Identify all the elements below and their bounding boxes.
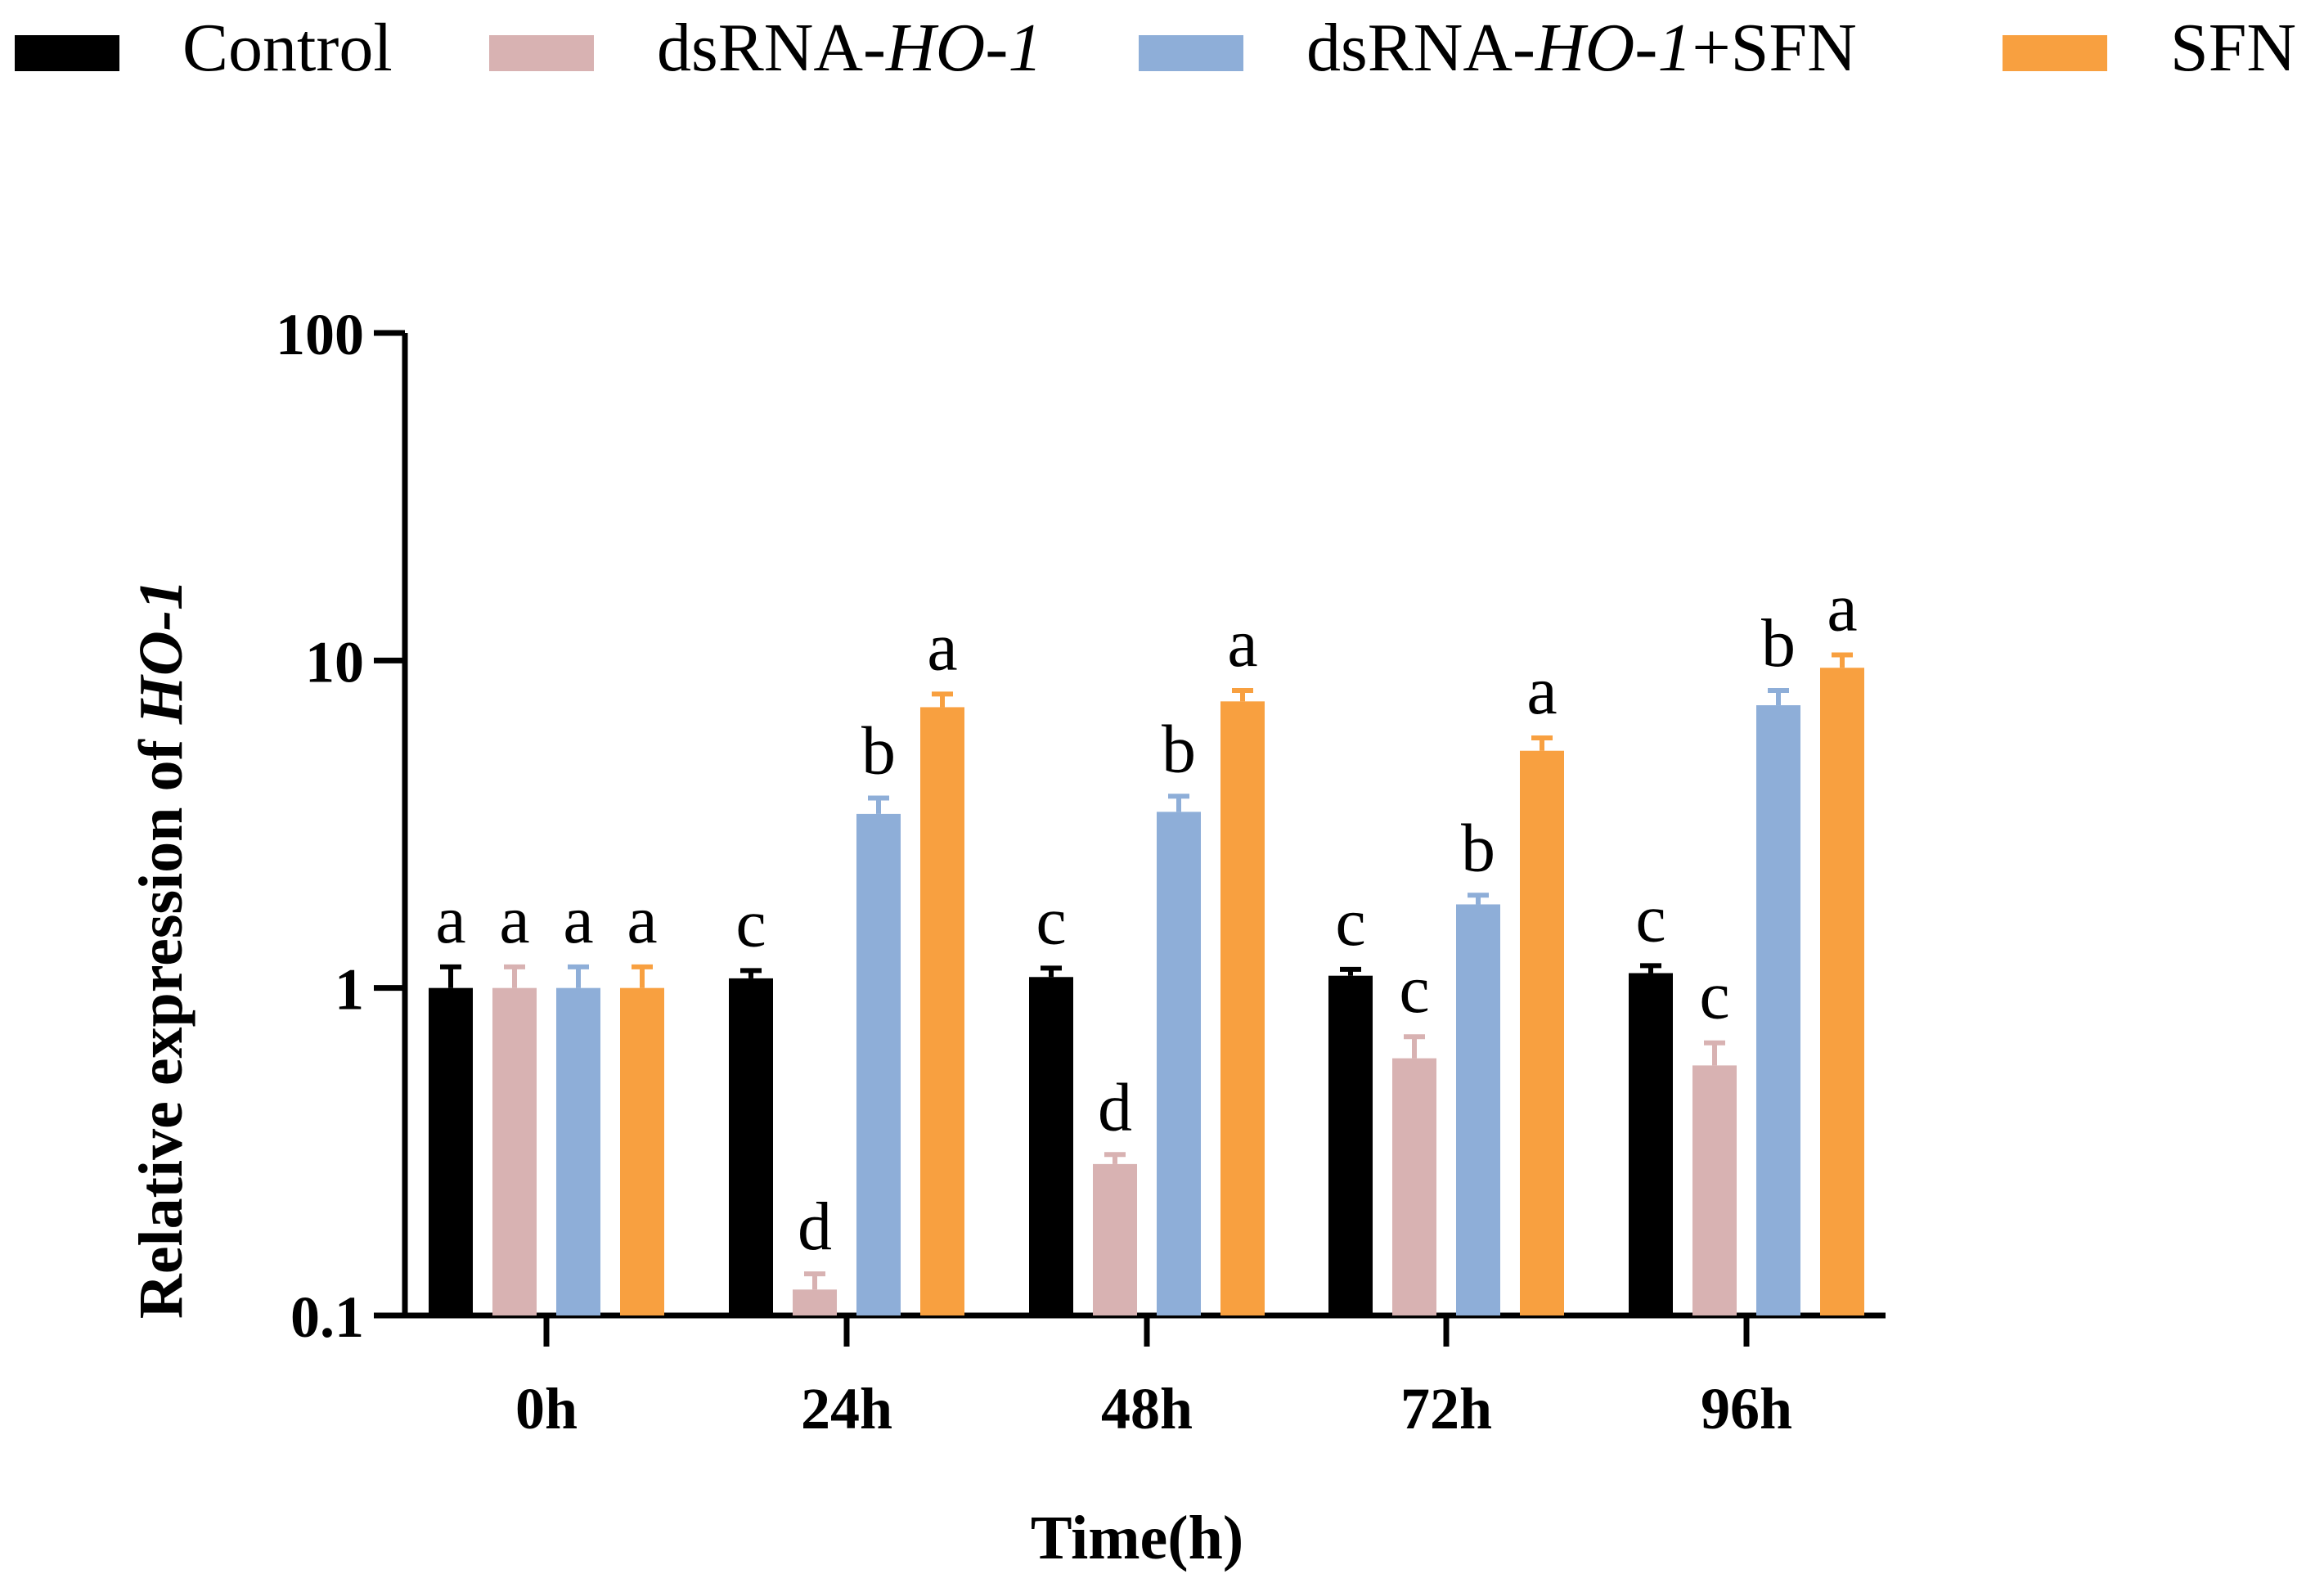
legend-label-gene: HO-1: [885, 10, 1042, 86]
significance-letter: d: [798, 1189, 832, 1265]
bar: [1456, 904, 1500, 1315]
y-axis-title: Relative expression of HO-1: [127, 579, 196, 1319]
bar: [1392, 1058, 1436, 1315]
y-axis-title-gene: HO-1: [127, 579, 196, 725]
x-axis: 0h 24h 48h 72h 96h: [402, 1312, 1886, 1441]
bar: [856, 813, 901, 1315]
legend-swatch: [1139, 35, 1243, 71]
significance-letter: c: [1399, 951, 1429, 1028]
significance-letter: a: [499, 882, 529, 958]
x-axis-title: Time(h): [1031, 1504, 1243, 1572]
significance-letter: c: [1335, 884, 1365, 960]
x-tick-label: 96h: [1701, 1376, 1792, 1441]
legend-swatch: [489, 35, 594, 71]
legend: Control dsRNA-HO-1 dsRNA-HO-1+SFN SFN: [15, 10, 2296, 86]
significance-letter: c: [735, 885, 766, 961]
significance-letter: b: [1461, 810, 1495, 886]
bar: [793, 1289, 837, 1315]
significance-letter: b: [861, 713, 896, 789]
legend-label-gene: HO-1: [1535, 10, 1692, 86]
x-tick-label: 72h: [1400, 1376, 1492, 1441]
bar: [1629, 973, 1673, 1315]
bar: [920, 707, 964, 1315]
legend-label: Control: [182, 10, 393, 86]
bar: [1157, 812, 1201, 1315]
bar: [1520, 750, 1564, 1315]
significance-letter: c: [1036, 883, 1066, 959]
bar: [1328, 975, 1373, 1315]
bar: [429, 987, 473, 1315]
y-tick-label: 1: [335, 957, 364, 1023]
significance-letter: b: [1761, 605, 1796, 681]
legend-swatch: [15, 35, 119, 71]
y-axis: 0.1 1 10 100: [276, 302, 408, 1350]
legend-label: dsRNA-HO-1: [657, 10, 1042, 86]
y-axis-title-prefix: Relative expression of: [127, 724, 196, 1319]
y-tick-label: 0.1: [290, 1284, 364, 1350]
bar: [1220, 701, 1265, 1315]
x-tick-label: 24h: [801, 1376, 892, 1441]
legend-label: dsRNA-HO-1+SFN: [1306, 10, 1857, 86]
significance-letter: d: [1098, 1069, 1132, 1145]
bar: [1820, 668, 1864, 1315]
bar: [1029, 977, 1073, 1315]
bar: [556, 987, 600, 1315]
significance-letter: c: [1699, 958, 1729, 1034]
legend-label-prefix: SFN: [2170, 10, 2296, 86]
legend-label-prefix: dsRNA-: [657, 10, 886, 86]
bar: [729, 978, 773, 1315]
significance-letter: a: [627, 882, 657, 958]
bar: [1093, 1163, 1137, 1315]
significance-letter: a: [1827, 570, 1857, 646]
significance-letter: b: [1162, 711, 1196, 787]
bar: [1756, 705, 1800, 1315]
legend-label-prefix: dsRNA-: [1306, 10, 1535, 86]
bar: [1692, 1065, 1737, 1315]
y-tick-label: 10: [305, 629, 364, 695]
y-tick-label: 100: [276, 302, 364, 367]
significance-letter: a: [927, 609, 957, 685]
bars: [429, 652, 1864, 1315]
significance-letter: a: [435, 882, 465, 958]
legend-label-suffix: +SFN: [1692, 10, 1856, 86]
significance-letter: c: [1635, 880, 1665, 956]
legend-swatch: [2003, 35, 2107, 71]
legend-label: SFN: [2170, 10, 2296, 86]
significance-letter: a: [1526, 653, 1557, 729]
bar: [492, 987, 537, 1315]
bar: [620, 987, 664, 1315]
significance-letter: a: [1227, 605, 1257, 681]
x-tick-label: 0h: [515, 1376, 578, 1441]
legend-label-prefix: Control: [182, 10, 393, 86]
x-tick-label: 48h: [1101, 1376, 1193, 1441]
significance-letter: a: [563, 882, 593, 958]
